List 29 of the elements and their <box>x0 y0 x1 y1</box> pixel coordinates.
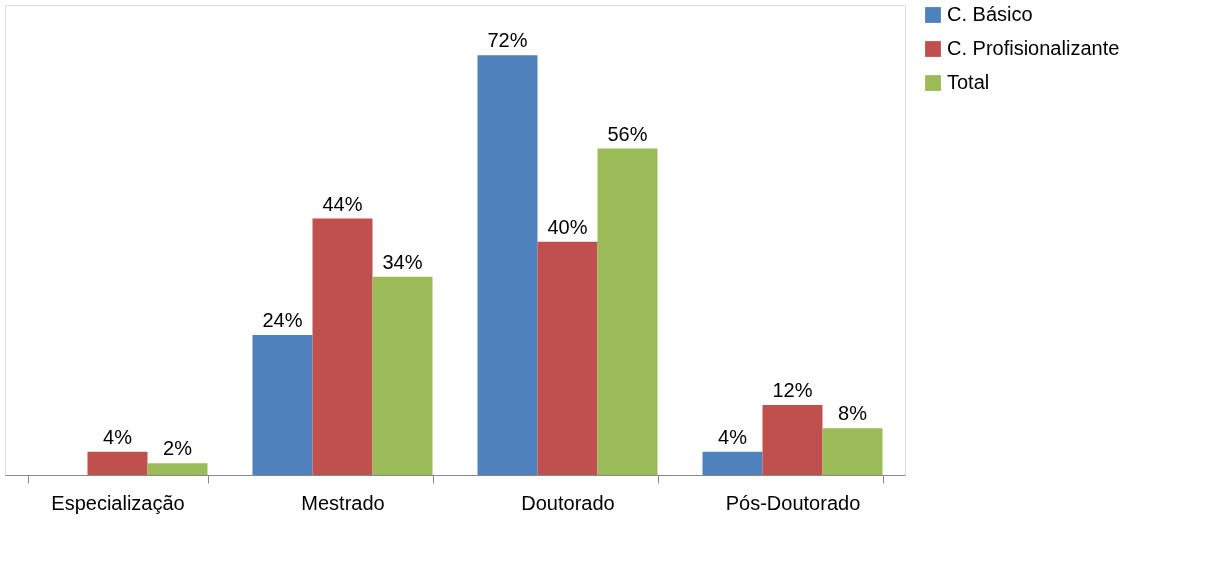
legend-label: C. Profisionalizante <box>947 37 1120 59</box>
bar <box>252 335 313 475</box>
bar <box>87 451 148 475</box>
data-label: 2% <box>163 437 193 460</box>
x-tick-label: Mestrado <box>301 491 385 514</box>
bar <box>702 451 763 475</box>
data-label: 12% <box>772 379 813 402</box>
bar <box>597 148 658 475</box>
bar <box>147 463 208 475</box>
legend-label: C. Básico <box>947 3 1033 25</box>
data-label: 34% <box>382 250 423 273</box>
data-label: 4% <box>103 425 133 448</box>
x-tick-label: Doutorado <box>521 491 615 514</box>
data-label: 56% <box>607 122 648 145</box>
bar <box>537 241 598 475</box>
data-label: 72% <box>487 29 528 52</box>
bar <box>312 218 373 475</box>
data-label: 8% <box>838 402 868 425</box>
data-label: 44% <box>322 192 363 215</box>
bar <box>822 428 883 475</box>
data-label: 40% <box>547 215 588 238</box>
data-label: 4% <box>718 425 748 448</box>
data-label: 24% <box>262 309 303 332</box>
legend-label: Total <box>947 71 990 93</box>
x-tick-label: Pós-Doutorado <box>725 491 861 514</box>
bar <box>372 276 433 475</box>
bar <box>762 405 823 475</box>
x-tick-label: Especialização <box>51 491 185 514</box>
bar <box>477 55 538 475</box>
